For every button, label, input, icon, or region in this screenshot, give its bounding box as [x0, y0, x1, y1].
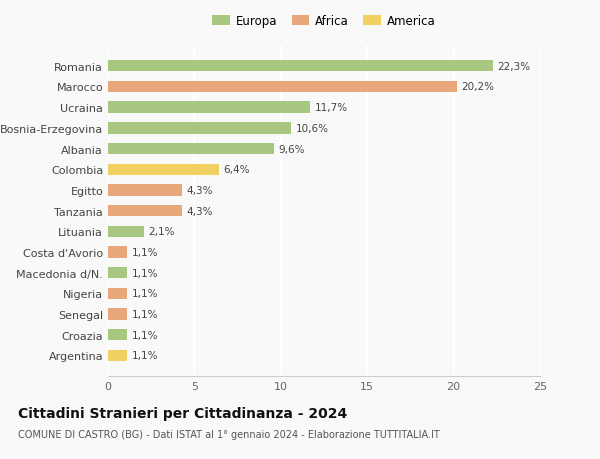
Bar	[108, 350, 127, 361]
Text: 1,1%: 1,1%	[131, 330, 158, 340]
Text: 1,1%: 1,1%	[131, 309, 158, 319]
Bar	[108, 185, 182, 196]
Bar	[108, 164, 218, 175]
Text: 4,3%: 4,3%	[187, 206, 213, 216]
Bar	[108, 206, 182, 217]
Bar	[108, 288, 127, 299]
Text: 20,2%: 20,2%	[461, 82, 494, 92]
Bar	[108, 268, 127, 279]
Bar	[108, 226, 144, 237]
Text: 1,1%: 1,1%	[131, 247, 158, 257]
Bar	[108, 61, 493, 72]
Text: 2,1%: 2,1%	[149, 227, 175, 237]
Text: 1,1%: 1,1%	[131, 351, 158, 361]
Text: 11,7%: 11,7%	[314, 103, 347, 113]
Text: COMUNE DI CASTRO (BG) - Dati ISTAT al 1° gennaio 2024 - Elaborazione TUTTITALIA.: COMUNE DI CASTRO (BG) - Dati ISTAT al 1°…	[18, 429, 440, 439]
Bar	[108, 144, 274, 155]
Text: 1,1%: 1,1%	[131, 268, 158, 278]
Text: 6,4%: 6,4%	[223, 165, 250, 175]
Bar	[108, 123, 291, 134]
Text: 22,3%: 22,3%	[497, 62, 531, 72]
Text: 1,1%: 1,1%	[131, 289, 158, 299]
Bar	[108, 309, 127, 320]
Text: Cittadini Stranieri per Cittadinanza - 2024: Cittadini Stranieri per Cittadinanza - 2…	[18, 406, 347, 420]
Bar	[108, 247, 127, 258]
Bar	[108, 82, 457, 93]
Text: 9,6%: 9,6%	[278, 144, 305, 154]
Bar	[108, 102, 310, 113]
Bar	[108, 330, 127, 341]
Text: 10,6%: 10,6%	[295, 123, 328, 134]
Text: 4,3%: 4,3%	[187, 185, 213, 196]
Legend: Europa, Africa, America: Europa, Africa, America	[208, 11, 440, 33]
